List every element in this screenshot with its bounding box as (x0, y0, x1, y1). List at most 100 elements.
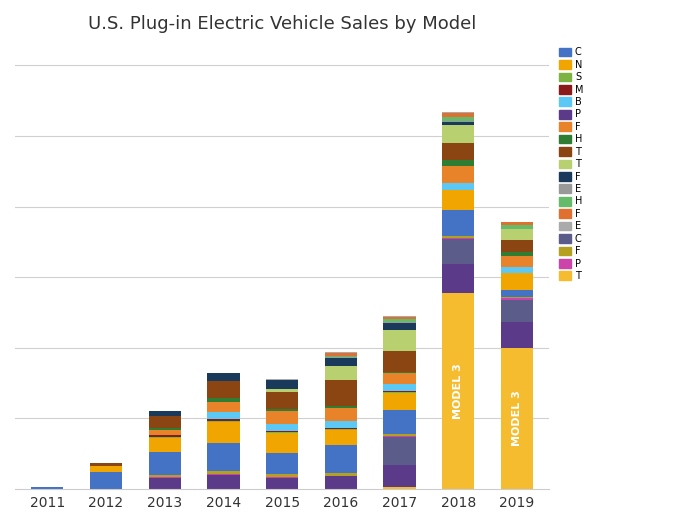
Bar (500, 273, 533, 290)
Bar (266, 424, 298, 431)
Bar (148, 478, 181, 489)
Bar (325, 366, 357, 380)
Bar (384, 372, 416, 373)
Bar (442, 236, 475, 238)
Bar (207, 412, 239, 419)
Bar (384, 323, 416, 330)
Bar (148, 475, 181, 477)
Bar (384, 319, 416, 322)
Bar (500, 300, 533, 322)
Bar (148, 477, 181, 478)
Bar (442, 191, 475, 210)
Bar (325, 473, 357, 476)
Bar (148, 453, 181, 475)
Bar (384, 351, 416, 372)
Bar (31, 487, 64, 489)
Bar (500, 348, 533, 489)
Bar (442, 112, 475, 113)
Bar (325, 408, 357, 421)
Bar (384, 392, 416, 393)
Bar (266, 412, 298, 424)
Bar (442, 121, 475, 122)
Bar (384, 465, 416, 487)
Bar (90, 472, 122, 489)
Bar (500, 222, 533, 225)
Bar (266, 453, 298, 474)
Bar (442, 113, 475, 117)
Bar (384, 322, 416, 323)
Bar (384, 436, 416, 437)
Bar (207, 474, 239, 475)
Bar (266, 380, 298, 389)
Bar (148, 411, 181, 416)
Bar (384, 410, 416, 434)
Bar (148, 428, 181, 430)
Bar (325, 430, 357, 445)
Bar (325, 421, 357, 428)
Bar (500, 297, 533, 298)
Bar (325, 406, 357, 408)
Bar (384, 487, 416, 489)
Bar (90, 466, 122, 472)
Bar (207, 422, 239, 443)
Bar (442, 190, 475, 191)
Bar (442, 265, 475, 293)
Bar (207, 373, 239, 381)
Bar (325, 355, 357, 357)
Bar (325, 380, 357, 406)
Text: MODEL 3: MODEL 3 (453, 363, 463, 419)
Bar (500, 290, 533, 297)
Bar (442, 122, 475, 124)
Bar (442, 160, 475, 165)
Bar (207, 402, 239, 412)
Bar (442, 293, 475, 489)
Bar (500, 240, 533, 252)
Bar (207, 381, 239, 398)
Bar (442, 117, 475, 121)
Bar (325, 352, 357, 353)
Bar (325, 357, 357, 358)
Legend: C, N, S, M, B, P, F, H, T, T, F, E, H, F, E, C, F, P, T: C, N, S, M, B, P, F, H, T, T, F, E, H, F… (559, 47, 583, 281)
Bar (207, 475, 239, 489)
Bar (442, 239, 475, 265)
Bar (500, 298, 533, 300)
Bar (384, 437, 416, 465)
Bar (384, 384, 416, 392)
Bar (442, 210, 475, 236)
Bar (325, 445, 357, 473)
Bar (148, 416, 181, 428)
Bar (266, 392, 298, 408)
Bar (325, 428, 357, 429)
Text: MODEL 3: MODEL 3 (512, 391, 522, 446)
Bar (148, 437, 181, 438)
Bar (384, 393, 416, 410)
Bar (384, 317, 416, 319)
Bar (442, 165, 475, 183)
Bar (266, 379, 298, 380)
Bar (500, 267, 533, 273)
Bar (325, 353, 357, 355)
Bar (266, 432, 298, 433)
Bar (500, 229, 533, 240)
Bar (500, 256, 533, 267)
Bar (266, 433, 298, 453)
Bar (442, 124, 475, 143)
Bar (266, 478, 298, 489)
Bar (384, 373, 416, 384)
Bar (500, 252, 533, 256)
Bar (90, 464, 122, 466)
Bar (384, 434, 416, 436)
Bar (207, 471, 239, 474)
Bar (148, 435, 181, 437)
Bar (266, 431, 298, 432)
Bar (266, 477, 298, 478)
Bar (500, 322, 533, 348)
Bar (384, 330, 416, 351)
Bar (148, 438, 181, 453)
Bar (148, 430, 181, 435)
Bar (207, 443, 239, 471)
Bar (266, 408, 298, 412)
Bar (207, 398, 239, 402)
Bar (325, 358, 357, 366)
Bar (500, 225, 533, 229)
